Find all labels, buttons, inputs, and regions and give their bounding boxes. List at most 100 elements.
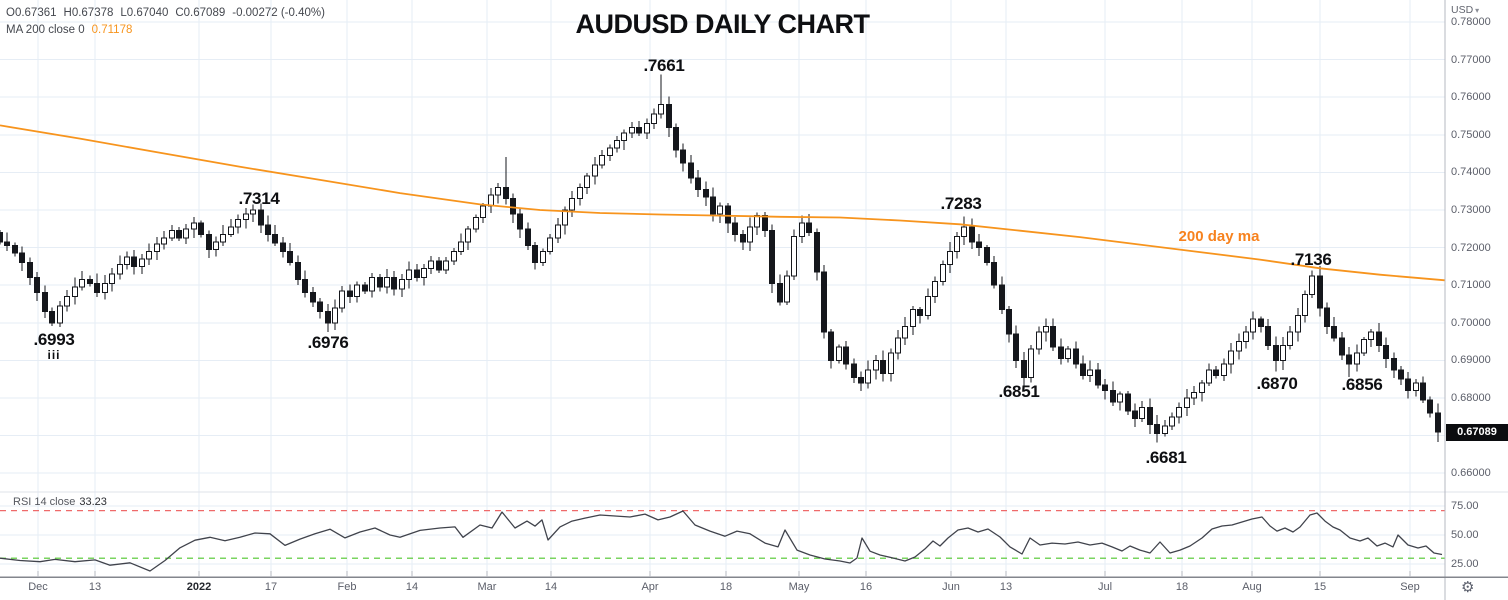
candle-body <box>399 279 405 290</box>
candle-body <box>703 188 709 198</box>
candle-body <box>220 233 226 243</box>
candle-body <box>503 186 509 200</box>
candle-body <box>34 277 40 294</box>
price-annotation: .6681 <box>1145 448 1187 467</box>
time-axis-label: 13 <box>88 581 102 593</box>
candle-body <box>762 215 768 232</box>
candle-body <box>599 154 605 166</box>
candle-body <box>902 326 908 339</box>
candle-body <box>1162 425 1168 435</box>
candle-body <box>19 252 25 264</box>
candle-body <box>584 175 590 188</box>
candle-body <box>562 209 568 226</box>
rsi-legend[interactable]: RSI 14 close 33.23 <box>13 496 107 508</box>
candle-body <box>250 209 256 215</box>
candle-body <box>540 250 546 264</box>
candle-body <box>999 284 1005 311</box>
candle-body <box>1184 397 1190 408</box>
candle-body <box>1117 393 1123 403</box>
candle-body <box>473 217 479 230</box>
price-annotation: .6976 <box>307 333 349 352</box>
candle-body <box>754 215 760 228</box>
candle-body <box>777 282 783 303</box>
price-axis-label: 0.66000 <box>1451 467 1491 480</box>
candle-body <box>1036 331 1042 350</box>
candle-body <box>1147 406 1153 425</box>
candle-body <box>310 292 316 303</box>
candle-body <box>1043 326 1049 333</box>
candle-body <box>139 258 145 267</box>
high-value: H0.67378 <box>63 7 114 19</box>
candle-body <box>880 359 886 375</box>
candle-body <box>732 222 738 235</box>
candle-body <box>272 233 278 244</box>
currency-label: USD <box>1451 4 1474 16</box>
ma-legend[interactable]: MA 200 close 0 0.71178 <box>6 24 139 36</box>
page-title: AUDUSD DAILY CHART <box>575 9 870 39</box>
candle-body <box>384 277 390 288</box>
candle-body <box>621 132 627 141</box>
price-axis-label: 0.71000 <box>1451 279 1491 292</box>
candle-body <box>769 230 775 284</box>
candle-body <box>688 162 694 179</box>
change-value: -0.00272 (-0.40%) <box>232 7 325 19</box>
price-axis-label: 0.72000 <box>1451 241 1491 254</box>
price-axis-label: 0.74000 <box>1451 166 1491 179</box>
candle-body <box>64 295 70 307</box>
time-axis-label: May <box>788 581 810 593</box>
candle-body <box>1354 352 1360 365</box>
candle-body <box>287 250 293 264</box>
candle-body <box>1398 369 1404 380</box>
candle-body <box>636 126 642 134</box>
candle-body <box>644 123 650 134</box>
candle-body <box>1361 339 1367 354</box>
rsi-axis-label: 50.00 <box>1451 529 1479 541</box>
candle-body <box>1250 318 1256 333</box>
time-axis-label: 16 <box>859 581 873 593</box>
candle-body <box>910 309 916 328</box>
low-value: L0.67040 <box>120 7 169 19</box>
ohlc-legend[interactable]: O0.67361 H0.67378 L0.67040 C0.67089 -0.00272… <box>6 7 332 19</box>
ma-legend-label: MA 200 close 0 <box>6 24 85 36</box>
candle-body <box>369 277 375 292</box>
settings-gear-icon[interactable]: ⚙ <box>1461 579 1475 596</box>
time-axis-label: 15 <box>1313 581 1327 593</box>
candle-body <box>1368 331 1374 341</box>
candle-body <box>1280 344 1286 361</box>
candle-body <box>836 346 842 361</box>
candle-body <box>1376 331 1382 346</box>
candle-body <box>925 295 931 316</box>
wave-label: iii <box>47 348 61 362</box>
candle-body <box>57 305 63 324</box>
candle-body <box>354 284 360 297</box>
price-annotation: .6870 <box>1256 374 1298 393</box>
candle-body <box>258 209 264 226</box>
candle-body <box>332 307 338 324</box>
candle-body <box>607 147 613 156</box>
candle-body <box>1273 344 1279 361</box>
candle-body <box>1324 307 1330 328</box>
candle-body <box>1139 406 1145 420</box>
candle-body <box>740 233 746 243</box>
currency-selector[interactable]: USD ▾ <box>1451 4 1479 16</box>
time-axis-label: 18 <box>1175 581 1189 593</box>
candle-body <box>169 230 175 239</box>
candle-body <box>131 256 137 267</box>
candle-body <box>49 311 55 324</box>
candle-body <box>814 232 820 273</box>
candle-body <box>1080 363 1086 376</box>
candle-body <box>917 309 923 316</box>
candle-body <box>1073 348 1079 365</box>
time-axis-label: Aug <box>1242 581 1262 593</box>
candle-body <box>525 228 531 247</box>
candle-body <box>510 198 516 215</box>
candle-body <box>651 113 657 125</box>
candle-body <box>406 269 412 281</box>
candle-body <box>495 186 501 196</box>
candle-body <box>1102 384 1108 391</box>
candle-body <box>27 262 33 279</box>
candle-body <box>673 126 679 151</box>
candle-body <box>1317 275 1323 309</box>
last-price-badge: 0.67089 <box>1446 424 1508 441</box>
